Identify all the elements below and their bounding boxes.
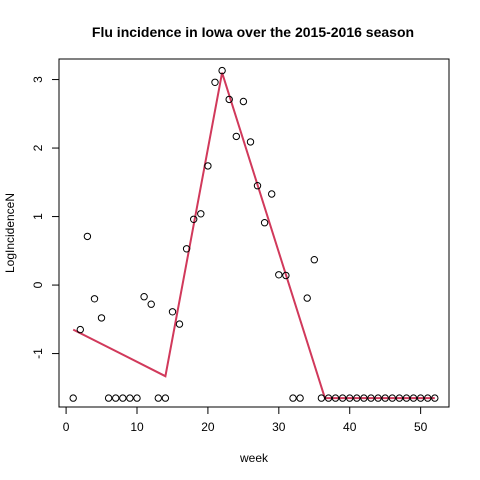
data-point xyxy=(140,293,148,301)
fit-line-path xyxy=(72,72,435,400)
data-point xyxy=(76,325,85,334)
data-point xyxy=(104,394,113,402)
data-point xyxy=(324,394,333,402)
data-point xyxy=(168,308,177,316)
x-tick-label: 20 xyxy=(201,420,215,434)
data-point xyxy=(69,394,77,402)
data-point xyxy=(282,271,290,280)
data-point xyxy=(367,394,375,402)
y-tick-label: -1 xyxy=(31,348,45,359)
y-tick-label: 0 xyxy=(31,281,45,288)
data-point xyxy=(431,394,439,402)
data-point xyxy=(381,394,389,402)
data-point xyxy=(275,271,283,279)
data-point xyxy=(90,295,99,303)
data-point xyxy=(83,232,92,241)
data-point xyxy=(161,394,170,402)
data-point xyxy=(197,210,205,218)
chart-title: Flu incidence in Iowa over the 2015-2016… xyxy=(92,24,414,40)
data-point xyxy=(133,394,141,402)
x-axis-label: week xyxy=(239,451,269,465)
data-point xyxy=(409,394,418,402)
data-point xyxy=(360,394,368,402)
data-point xyxy=(204,162,212,170)
data-point xyxy=(225,95,233,104)
y-tick-label: 1 xyxy=(31,213,45,220)
y-tick-label: 2 xyxy=(31,144,45,151)
data-point xyxy=(353,394,361,402)
x-tick-label: 40 xyxy=(343,420,357,434)
data-point xyxy=(119,394,127,402)
data-point xyxy=(232,132,241,141)
data-points xyxy=(69,66,439,402)
x-tick-label: 50 xyxy=(414,420,428,434)
data-point xyxy=(303,294,311,302)
data-point xyxy=(239,97,248,106)
data-point xyxy=(154,394,163,402)
x-tick-label: 10 xyxy=(130,420,144,434)
data-point xyxy=(126,394,134,402)
y-axis: -1 0 1 2 3 xyxy=(31,76,60,359)
data-point xyxy=(296,394,304,402)
data-point xyxy=(338,394,347,402)
data-point xyxy=(395,394,404,402)
data-point xyxy=(374,394,382,402)
data-point xyxy=(97,314,106,322)
data-point xyxy=(268,190,276,198)
data-point xyxy=(416,394,425,402)
plot-frame xyxy=(58,58,450,408)
data-point xyxy=(112,394,120,402)
data-point xyxy=(253,182,262,190)
data-point xyxy=(260,219,269,227)
data-point xyxy=(424,394,432,402)
data-point xyxy=(331,394,340,402)
data-point xyxy=(218,66,226,75)
data-point xyxy=(147,300,155,308)
fit-line xyxy=(72,72,435,400)
y-axis-label: LogIncidenceN xyxy=(3,193,17,273)
data-point xyxy=(175,320,184,328)
data-point xyxy=(289,394,297,402)
y-tick-label: 3 xyxy=(31,76,45,83)
x-axis: 0 10 20 30 40 50 xyxy=(63,406,428,434)
data-point xyxy=(246,138,255,146)
data-point xyxy=(317,394,326,402)
data-point xyxy=(211,78,219,87)
data-point xyxy=(310,256,318,264)
x-tick-label: 30 xyxy=(272,420,286,434)
data-point xyxy=(182,245,191,253)
data-point xyxy=(402,394,411,402)
data-point xyxy=(388,394,396,402)
data-point xyxy=(190,215,198,224)
x-tick-label: 0 xyxy=(63,420,70,434)
data-point xyxy=(346,394,354,402)
